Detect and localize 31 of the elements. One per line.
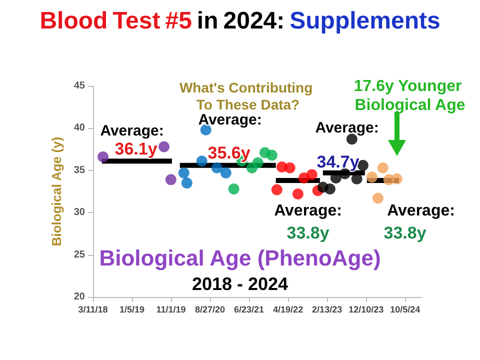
annotation: Biological Age (PhenoAge) bbox=[99, 246, 381, 270]
annotation: Average: bbox=[315, 120, 379, 136]
y-tick-label: 30 bbox=[74, 207, 86, 218]
annotation: Average: bbox=[100, 122, 164, 140]
annotation: 36.1y bbox=[114, 140, 158, 158]
x-tick-label: 4/19/22 bbox=[273, 304, 304, 314]
y-tick-label: 40 bbox=[74, 122, 86, 134]
x-tick-label: 2/13/23 bbox=[312, 304, 342, 314]
y-axis-title: Biological Age (y) bbox=[48, 136, 64, 246]
annotation: What's Contributing To These Data? bbox=[179, 80, 317, 112]
annotation: 35.6y bbox=[208, 144, 251, 162]
x-tick-label: 3/11/18 bbox=[78, 304, 108, 314]
x-tick-label: 12/10/23 bbox=[348, 304, 384, 314]
y-tick-label: 35 bbox=[74, 164, 86, 176]
annotation: 17.6y Younger Biological Age bbox=[354, 78, 466, 114]
x-tick-label: 11/1/19 bbox=[156, 304, 186, 314]
annotation: Average: bbox=[387, 202, 455, 220]
x-tick-label: 8/27/20 bbox=[195, 304, 226, 314]
annotation: 34.7y bbox=[316, 152, 360, 172]
y-tick-label: 20 bbox=[74, 292, 86, 302]
annotation: 33.8y bbox=[384, 224, 427, 242]
annotation: 2018 - 2024 bbox=[192, 274, 288, 294]
chart-title: Blood Test #5 in 2024: Supplements bbox=[40, 8, 440, 34]
x-tick-label: 6/23/21 bbox=[234, 304, 264, 314]
annotation: Average: bbox=[274, 202, 342, 220]
x-tick-label: 10/5/24 bbox=[390, 304, 420, 314]
annotation: 33.8y bbox=[286, 224, 330, 242]
x-tick-label: 1/5/19 bbox=[119, 304, 145, 314]
y-tick-label: 45 bbox=[74, 80, 86, 92]
annotation: Average: bbox=[198, 112, 262, 128]
y-tick-label: 25 bbox=[74, 249, 86, 260]
